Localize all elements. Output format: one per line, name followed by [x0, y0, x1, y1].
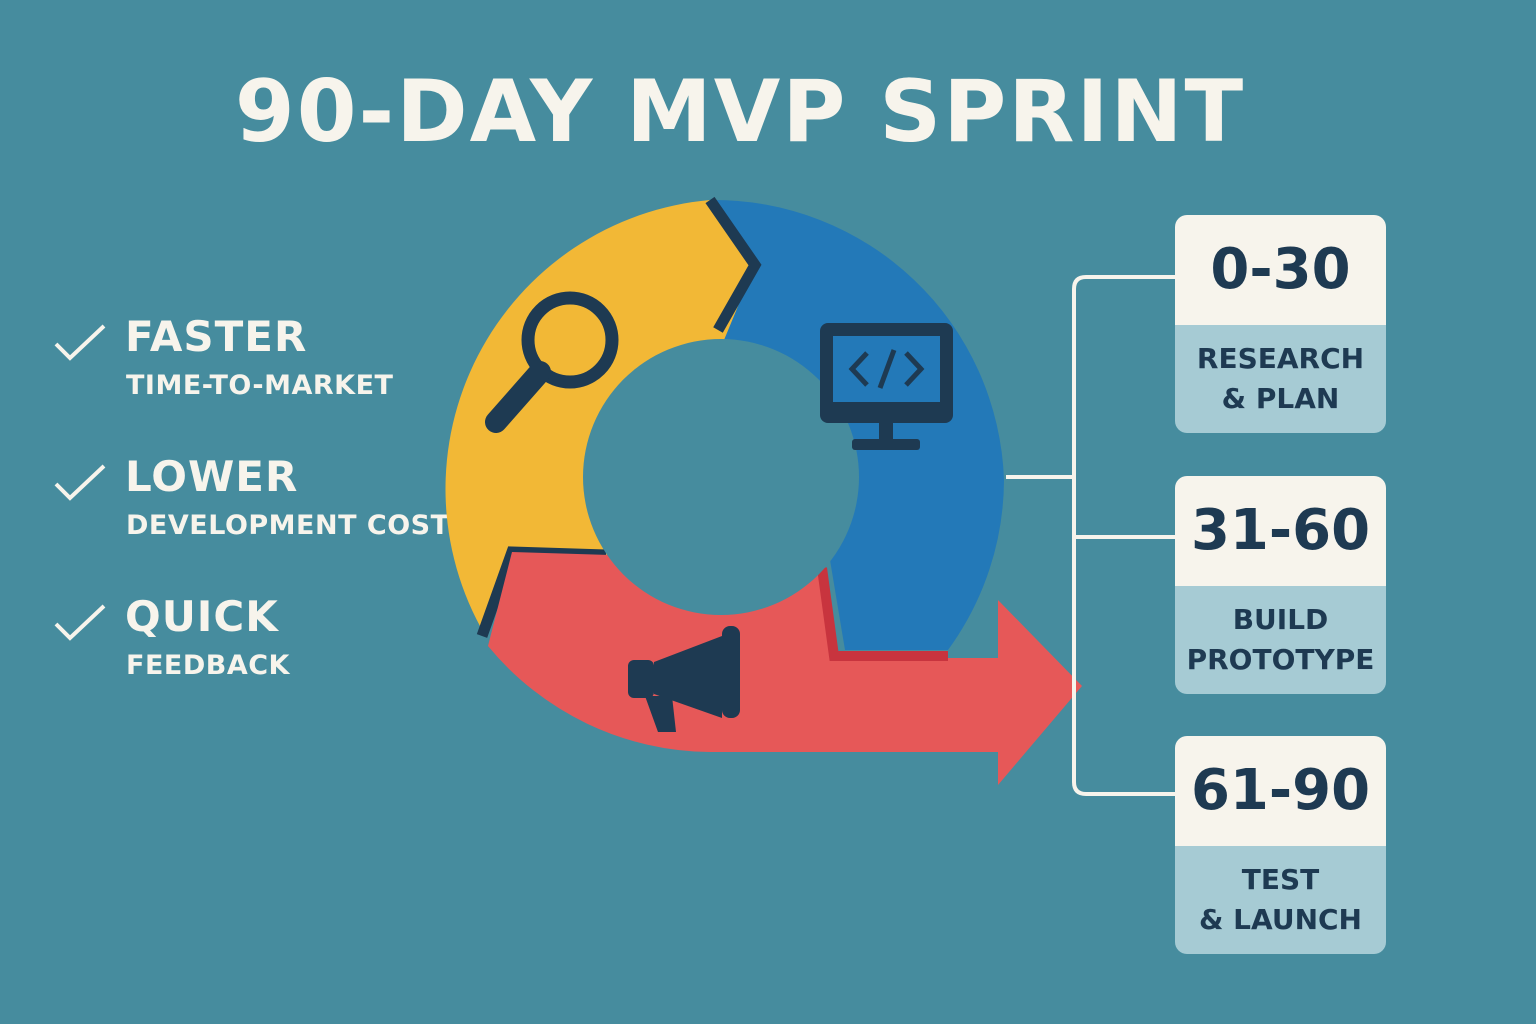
- benefit-item: FASTER TIME-TO-MARKET: [52, 300, 472, 440]
- phase-label: BUILD PROTOTYPE: [1175, 586, 1386, 694]
- magnifier-icon: [485, 291, 619, 433]
- phase-label-line: & PLAN: [1221, 382, 1340, 415]
- segment-launch: [488, 552, 1082, 785]
- benefit-item: LOWER DEVELOPMENT COST: [52, 440, 472, 580]
- phase-label-line: RESEARCH: [1196, 342, 1365, 375]
- phase-range: 0-30: [1175, 215, 1386, 325]
- phase-range: 61-90: [1175, 736, 1386, 846]
- phase-label: TEST & LAUNCH: [1175, 846, 1386, 954]
- phase-card-launch: 61-90 TEST & LAUNCH: [1175, 736, 1386, 954]
- benefit-subtitle: FEEDBACK: [126, 650, 290, 681]
- phase-connectors: [1006, 275, 1176, 796]
- segment-build: [710, 199, 1004, 650]
- phase-range: 31-60: [1175, 476, 1386, 586]
- phase-label-line: & LAUNCH: [1199, 903, 1362, 936]
- check-icon: [54, 324, 106, 361]
- megaphone-icon: [628, 626, 740, 732]
- phase-label-line: BUILD: [1232, 603, 1329, 636]
- benefit-subtitle: DEVELOPMENT COST: [126, 510, 450, 541]
- benefit-item: QUICK FEEDBACK: [52, 580, 472, 720]
- phase-label-line: PROTOTYPE: [1186, 643, 1375, 676]
- phase-card-research: 0-30 RESEARCH & PLAN: [1175, 215, 1386, 433]
- benefit-title: FASTER: [125, 312, 308, 361]
- monitor-code-icon: [820, 323, 953, 450]
- benefits-list: FASTER TIME-TO-MARKET LOWER DEVELOPMENT …: [52, 300, 472, 720]
- benefit-title: QUICK: [125, 592, 279, 641]
- page-title: 90-DAY MVP SPRINT: [234, 62, 1246, 162]
- phase-label-line: TEST: [1241, 863, 1320, 896]
- check-icon: [54, 464, 106, 501]
- check-icon: [54, 604, 106, 641]
- benefit-title: LOWER: [125, 452, 299, 501]
- benefit-subtitle: TIME-TO-MARKET: [126, 370, 394, 401]
- phase-card-build: 31-60 BUILD PROTOTYPE: [1175, 476, 1386, 694]
- phase-label: RESEARCH & PLAN: [1175, 325, 1386, 433]
